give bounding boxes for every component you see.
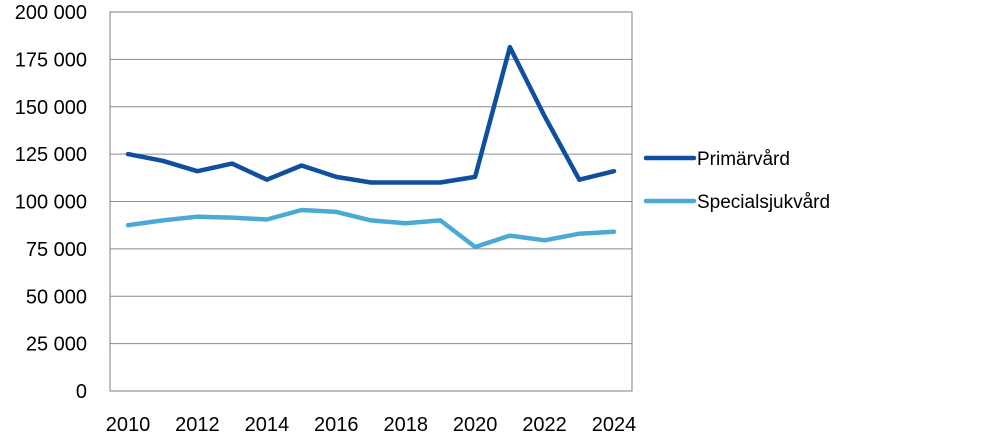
x-tick-label: 2020 (453, 414, 498, 435)
y-tick-label: 150 000 (15, 97, 87, 119)
x-tick-label: 2018 (383, 414, 428, 435)
y-tick-label: 175 000 (15, 49, 87, 71)
series-line-1 (125, 44, 617, 185)
y-tick-label: 0 (76, 381, 87, 403)
y-tick-label: 50 000 (26, 286, 87, 308)
x-tick-label: 2022 (522, 414, 567, 435)
y-tick-label: 100 000 (15, 192, 87, 214)
y-axis-tick-labels: 0 25 000 50 000 75 000 100 000 125 000 150 000… (15, 2, 87, 403)
series-lines (125, 44, 617, 250)
gridlines (110, 11, 632, 392)
plot-area-frame (109, 11, 633, 392)
y-tick-label: 200 000 (15, 2, 87, 24)
y-tick-label: 25 000 (26, 334, 87, 356)
x-axis-tick-labels: 2010 2012 2014 2016 2018 2020 2022 2024 (106, 414, 637, 435)
y-tick-label: 75 000 (26, 239, 87, 261)
x-tick-label: 2024 (592, 414, 637, 435)
legend-label: Specialsjukvård (697, 192, 830, 213)
x-tick-label: 2014 (245, 414, 290, 435)
legend-label: Primärvård (697, 149, 790, 170)
x-tick-label: 2012 (175, 414, 220, 435)
series-line-2 (125, 207, 617, 250)
legend: Primärvård Specialsjukvård (643, 149, 830, 213)
x-tick-label: 2016 (314, 414, 359, 435)
x-tick-label: 2010 (106, 414, 151, 435)
y-tick-label: 125 000 (15, 144, 87, 166)
